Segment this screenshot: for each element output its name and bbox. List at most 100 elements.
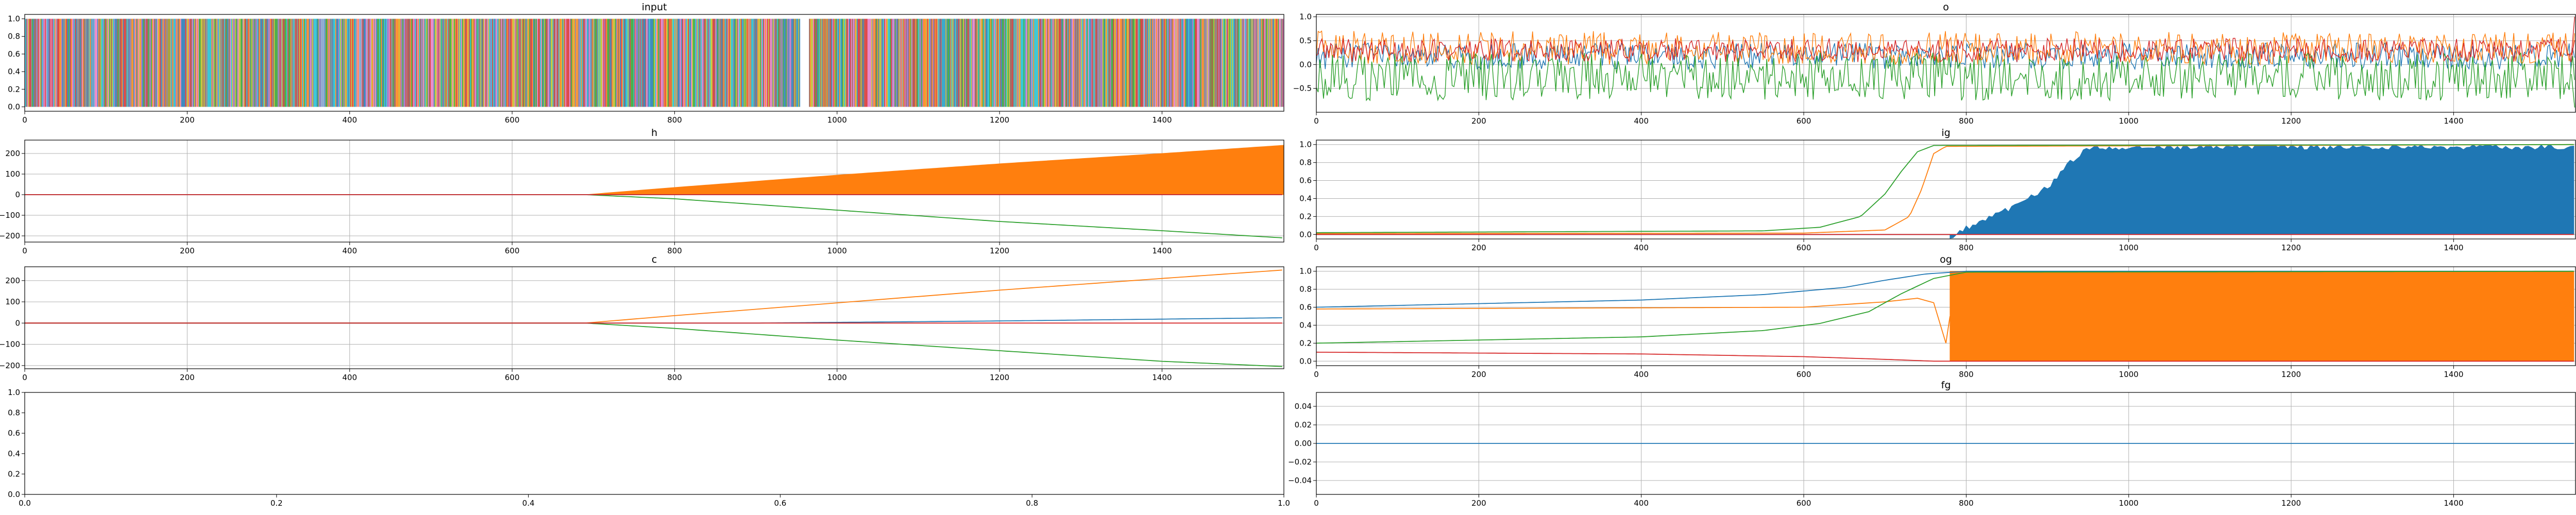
y-tick-label: 0.0 [1299, 356, 1312, 366]
y-tick-label: 0.2 [1299, 212, 1312, 221]
series-line-red [1316, 37, 2575, 63]
x-tick-label: 0 [22, 115, 27, 125]
x-tick-label: 1400 [2444, 243, 2463, 252]
plot-area [1316, 144, 2574, 239]
x-tick-label: 200 [180, 115, 195, 125]
y-tick-label: 0.6 [8, 428, 20, 438]
axes-frame [1316, 14, 2576, 113]
series-line-green [1316, 270, 2574, 344]
y-tick-label: 0.0 [1299, 60, 1312, 69]
chart-title: ig [1941, 127, 1950, 139]
y-tick-label: −100 [0, 340, 20, 349]
plot-area [25, 19, 1284, 107]
x-tick-label: 1200 [2281, 370, 2301, 379]
chart-o: 0 200 400 600 800 1000 1200 1400 −0.5 0.0 0.5 1.0 o [1293, 2, 2576, 126]
x-tick-label: 200 [180, 246, 195, 255]
chart-title: input [642, 2, 667, 13]
x-tick-label: 200 [180, 373, 195, 382]
y-tick-label: 0.0 [8, 102, 20, 111]
x-tick-label: 600 [1797, 370, 1811, 379]
y-tick-label: 0.8 [1299, 158, 1312, 167]
series-line-green [1316, 144, 2574, 233]
chart-c: 0 200 400 600 800 1000 1200 1400 −200 −100 0 100 200… [0, 254, 1284, 382]
y-tick-label: 1.0 [1299, 267, 1312, 276]
x-tick-label: 0.6 [774, 499, 786, 508]
x-tick-label: 0 [22, 246, 27, 255]
series-line-green [25, 194, 1282, 238]
y-tick-label: 0.02 [1295, 420, 1312, 430]
x-tick-label: 200 [1471, 370, 1486, 379]
y-tick-label: 0.4 [8, 449, 20, 458]
y-tick-label: −0.04 [1288, 476, 1312, 485]
y-tick-label: 100 [5, 297, 20, 306]
y-tick-label: 0.2 [8, 84, 20, 94]
x-tick-label: 0.0 [19, 499, 31, 508]
y-tick-label: 200 [5, 149, 20, 158]
x-tick-label: 1.0 [1278, 499, 1290, 508]
plot-area [1316, 270, 2574, 362]
axes-frame [24, 140, 1284, 243]
series-band-blue [1950, 144, 2574, 239]
y-tick-label: 0.6 [1299, 303, 1312, 312]
x-tick-label: 800 [1959, 499, 1974, 508]
series-line-green [1316, 52, 2575, 102]
y-tick-label: 0.6 [8, 49, 20, 59]
x-tick-label: 1200 [2281, 116, 2301, 126]
y-tick-label: 200 [5, 276, 20, 285]
x-tick-label: 0 [1314, 370, 1319, 379]
chart-og: 0 200 400 600 800 1000 1200 1400 0.0 0.2 0.4 0.6 0.8… [1299, 254, 2576, 379]
x-tick-label: 1400 [2444, 116, 2463, 126]
y-tick-label: 0.2 [8, 469, 20, 478]
series-spike-red [2571, 16, 2575, 55]
axes-frame [1316, 140, 2576, 239]
x-tick-label: 1400 [1152, 373, 1172, 382]
y-tick-label: 1.0 [8, 14, 20, 24]
chart-title: h [651, 127, 657, 139]
y-tick-label: 0.8 [1299, 285, 1312, 294]
x-tick-label: 800 [1959, 243, 1974, 252]
chart-title: c [652, 254, 657, 265]
y-tick-label: −200 [0, 231, 20, 241]
x-tick-label: 400 [1634, 243, 1649, 252]
plot-area [25, 269, 1282, 367]
y-tick-label: −0.5 [1293, 84, 1312, 93]
x-tick-label: 1400 [1152, 246, 1172, 255]
x-tick-label: 600 [505, 115, 520, 125]
series-line-orange [1316, 298, 1951, 344]
x-tick-label: 1200 [990, 246, 1009, 255]
x-tick-label: 1000 [2119, 116, 2139, 126]
x-tick-label: 600 [1797, 499, 1811, 508]
x-tick-label: 400 [1634, 499, 1649, 508]
series-band-orange [1950, 271, 2574, 362]
y-tick-label: 0.8 [8, 408, 20, 418]
axes-frame [1316, 266, 2576, 366]
chart-ig: 0 200 400 600 800 1000 1200 1400 0.0 0.2 0.4 0.6 0.8… [1299, 127, 2576, 252]
axes-frame [24, 266, 1284, 369]
y-tick-label: −0.02 [1288, 457, 1312, 467]
y-tick-label: 0 [15, 190, 20, 199]
chart-title: fg [1941, 380, 1951, 391]
x-tick-label: 800 [667, 115, 682, 125]
y-tick-label: 0.6 [1299, 176, 1312, 185]
y-tick-label: 0.4 [8, 67, 20, 76]
x-tick-label: 600 [1797, 243, 1811, 252]
x-tick-label: 1000 [827, 115, 847, 125]
y-tick-label: 0.2 [1299, 338, 1312, 348]
series-band-orange [585, 145, 1284, 195]
x-tick-label: 200 [1471, 499, 1486, 508]
series-line-green [25, 322, 1282, 367]
y-tick-label: 0.5 [1299, 36, 1312, 45]
chart-empty: 0.0 0.2 0.4 0.6 0.8 1.0 0.0 0.2 0.4 0.6 0.8 1.0 [8, 388, 1290, 508]
plot-area [25, 145, 1284, 238]
x-tick-label: 1200 [990, 373, 1009, 382]
x-tick-label: 400 [1634, 116, 1649, 126]
x-tick-label: 1200 [2281, 499, 2301, 508]
y-tick-label: 0.04 [1295, 402, 1312, 411]
y-tick-label: 0.4 [1299, 194, 1312, 203]
y-tick-label: 0.0 [1299, 230, 1312, 239]
y-tick-label: 0.00 [1295, 439, 1312, 448]
x-tick-label: 1200 [2281, 243, 2301, 252]
chart-h: 0 200 400 600 800 1000 1200 1400 −200 −100 0 100 200… [0, 127, 1284, 255]
x-tick-label: 0 [1314, 499, 1319, 508]
